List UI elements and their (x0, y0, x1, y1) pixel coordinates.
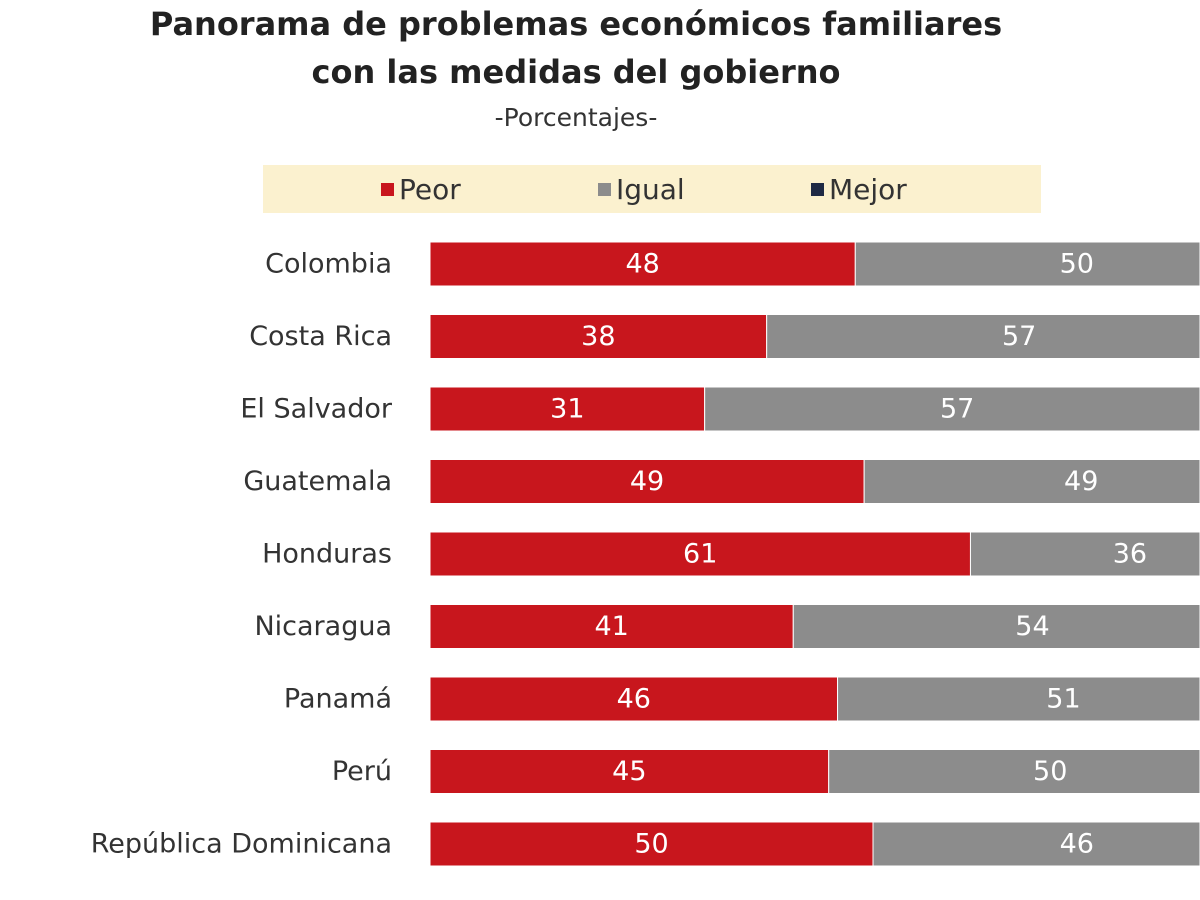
data-label-peor-republica-dominicana: 50 (634, 829, 668, 860)
data-label-igual-costa-rica: 57 (1002, 321, 1036, 352)
bar-peor-republica-dominicana (429, 821, 874, 867)
bar-igual-panama (837, 676, 1200, 722)
legend-label-igual: Igual (616, 172, 685, 206)
bar-igual-honduras (969, 531, 1200, 577)
data-label-igual-panama: 51 (1046, 684, 1080, 715)
legend-swatch-peor (381, 182, 394, 196)
chart-title-line-1: Panorama de problemas económicos familia… (149, 5, 1003, 43)
legend-swatch-igual (598, 182, 611, 196)
category-label-republica-dominicana: República Dominicana (91, 829, 392, 860)
bar-peor-honduras (429, 531, 971, 577)
data-label-igual-nicaragua: 54 (1015, 611, 1049, 642)
data-label-peor-el-salvador: 31 (550, 394, 584, 425)
data-label-peor-costa-rica: 38 (581, 321, 615, 352)
bar-igual-el-salvador (704, 386, 1200, 432)
legend-label-peor: Peor (399, 172, 461, 206)
category-label-colombia: Colombia (265, 249, 392, 280)
legend-item-igual: Igual (598, 172, 685, 206)
chart-subtitle: -Porcentajes- (494, 103, 658, 132)
data-label-peor-nicaragua: 41 (594, 611, 628, 642)
bar-peor-panama (429, 676, 839, 722)
data-label-peor-honduras: 61 (683, 539, 717, 570)
category-label-guatemala: Guatemala (243, 466, 392, 497)
bar-igual-peru (828, 749, 1200, 794)
bar-igual-nicaragua (792, 604, 1200, 649)
data-label-peor-panama: 46 (617, 684, 651, 715)
bar-peor-el-salvador (429, 386, 706, 432)
data-label-igual-el-salvador: 57 (940, 394, 974, 425)
data-label-igual-colombia: 50 (1060, 249, 1094, 280)
category-label-honduras: Honduras (262, 539, 392, 570)
data-label-igual-honduras: 36 (1113, 539, 1147, 570)
data-label-igual-peru: 50 (1033, 756, 1067, 787)
data-label-peor-peru: 45 (612, 756, 646, 787)
category-label-el-salvador: El Salvador (240, 394, 393, 425)
data-label-peor-colombia: 48 (625, 249, 659, 280)
bar-peor-nicaragua (429, 604, 794, 649)
legend-swatch-mejor (811, 182, 824, 196)
bar-igual-colombia (854, 241, 1200, 287)
category-label-costa-rica: Costa Rica (249, 321, 392, 352)
data-label-igual-guatemala: 49 (1064, 466, 1098, 497)
bar-igual-costa-rica (766, 314, 1200, 359)
category-label-panama: Panamá (284, 684, 392, 715)
legend-item-mejor: Mejor (811, 172, 907, 206)
legend: Peor Igual Mejor (263, 165, 1041, 213)
legend-item-peor: Peor (381, 172, 461, 206)
bar-igual-guatemala (863, 459, 1200, 504)
category-label-peru: Perú (332, 756, 392, 787)
category-label-nicaragua: Nicaragua (254, 611, 392, 642)
chart-title-line-2: con las medidas del gobierno (311, 53, 841, 91)
bar-peor-costa-rica (429, 314, 768, 359)
data-label-igual-republica-dominicana: 46 (1060, 829, 1094, 860)
legend-label-mejor: Mejor (829, 172, 907, 206)
bar-peor-colombia (429, 241, 856, 287)
bar-igual-republica-dominicana (872, 821, 1200, 867)
data-label-peor-guatemala: 49 (630, 466, 664, 497)
